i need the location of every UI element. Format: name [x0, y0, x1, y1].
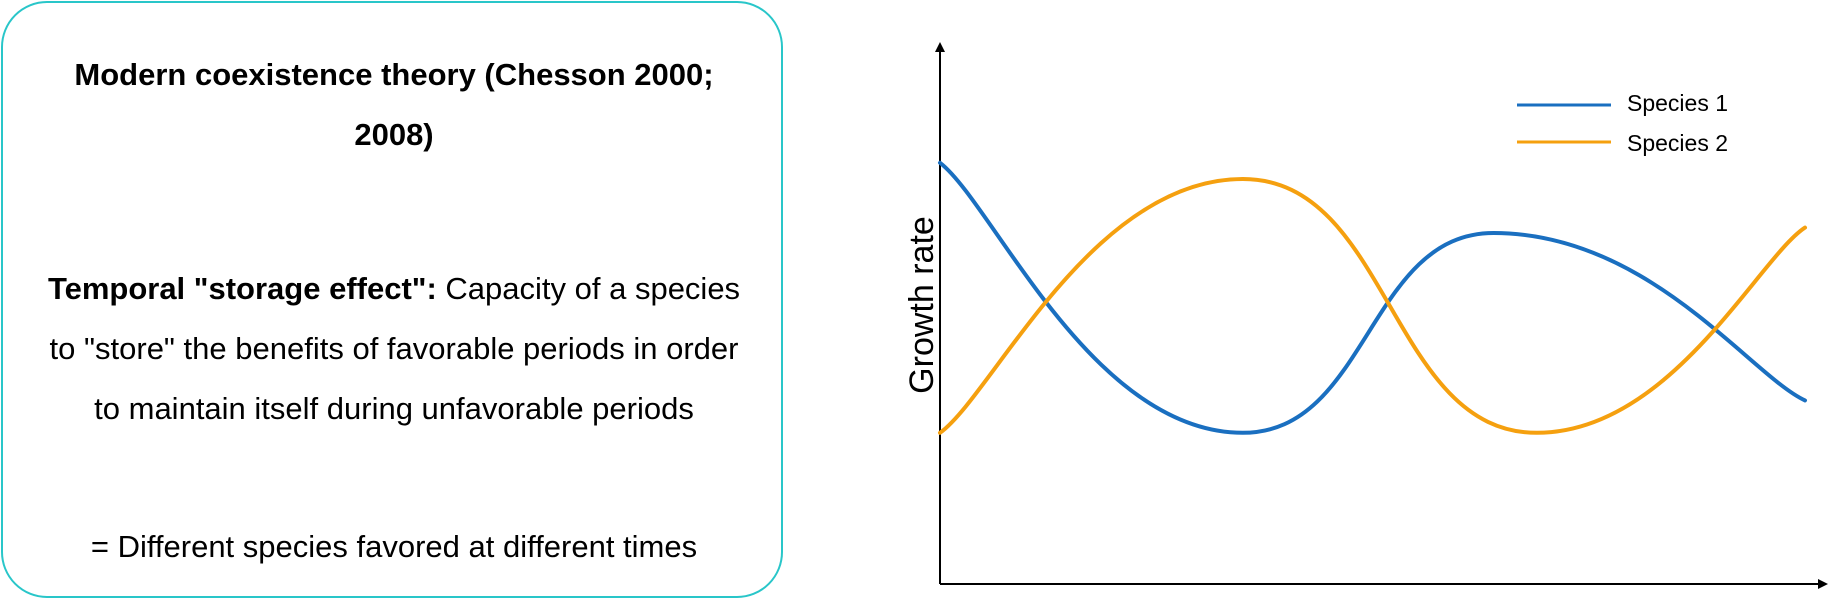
card-definition: Temporal "storage effect": Capacity of a… — [43, 259, 745, 439]
storage-effect-term: Temporal "storage effect": — [48, 271, 437, 306]
card-summary: = Different species favored at different… — [23, 517, 765, 577]
legend-label-species-1: Species 1 — [1627, 90, 1728, 116]
growth-rate-chart: Growth rate Species 1 Species 2 — [860, 0, 1842, 600]
y-axis-label: Growth rate — [903, 216, 941, 394]
theory-card: Modern coexistence theory (Chesson 2000;… — [1, 1, 783, 598]
series-line-species-1 — [940, 163, 1805, 433]
legend: Species 1 Species 2 — [1517, 90, 1728, 156]
series-line-species-2 — [940, 179, 1805, 433]
series-lines — [940, 163, 1805, 433]
legend-label-species-2: Species 2 — [1627, 130, 1728, 156]
card-title: Modern coexistence theory (Chesson 2000;… — [43, 45, 745, 165]
